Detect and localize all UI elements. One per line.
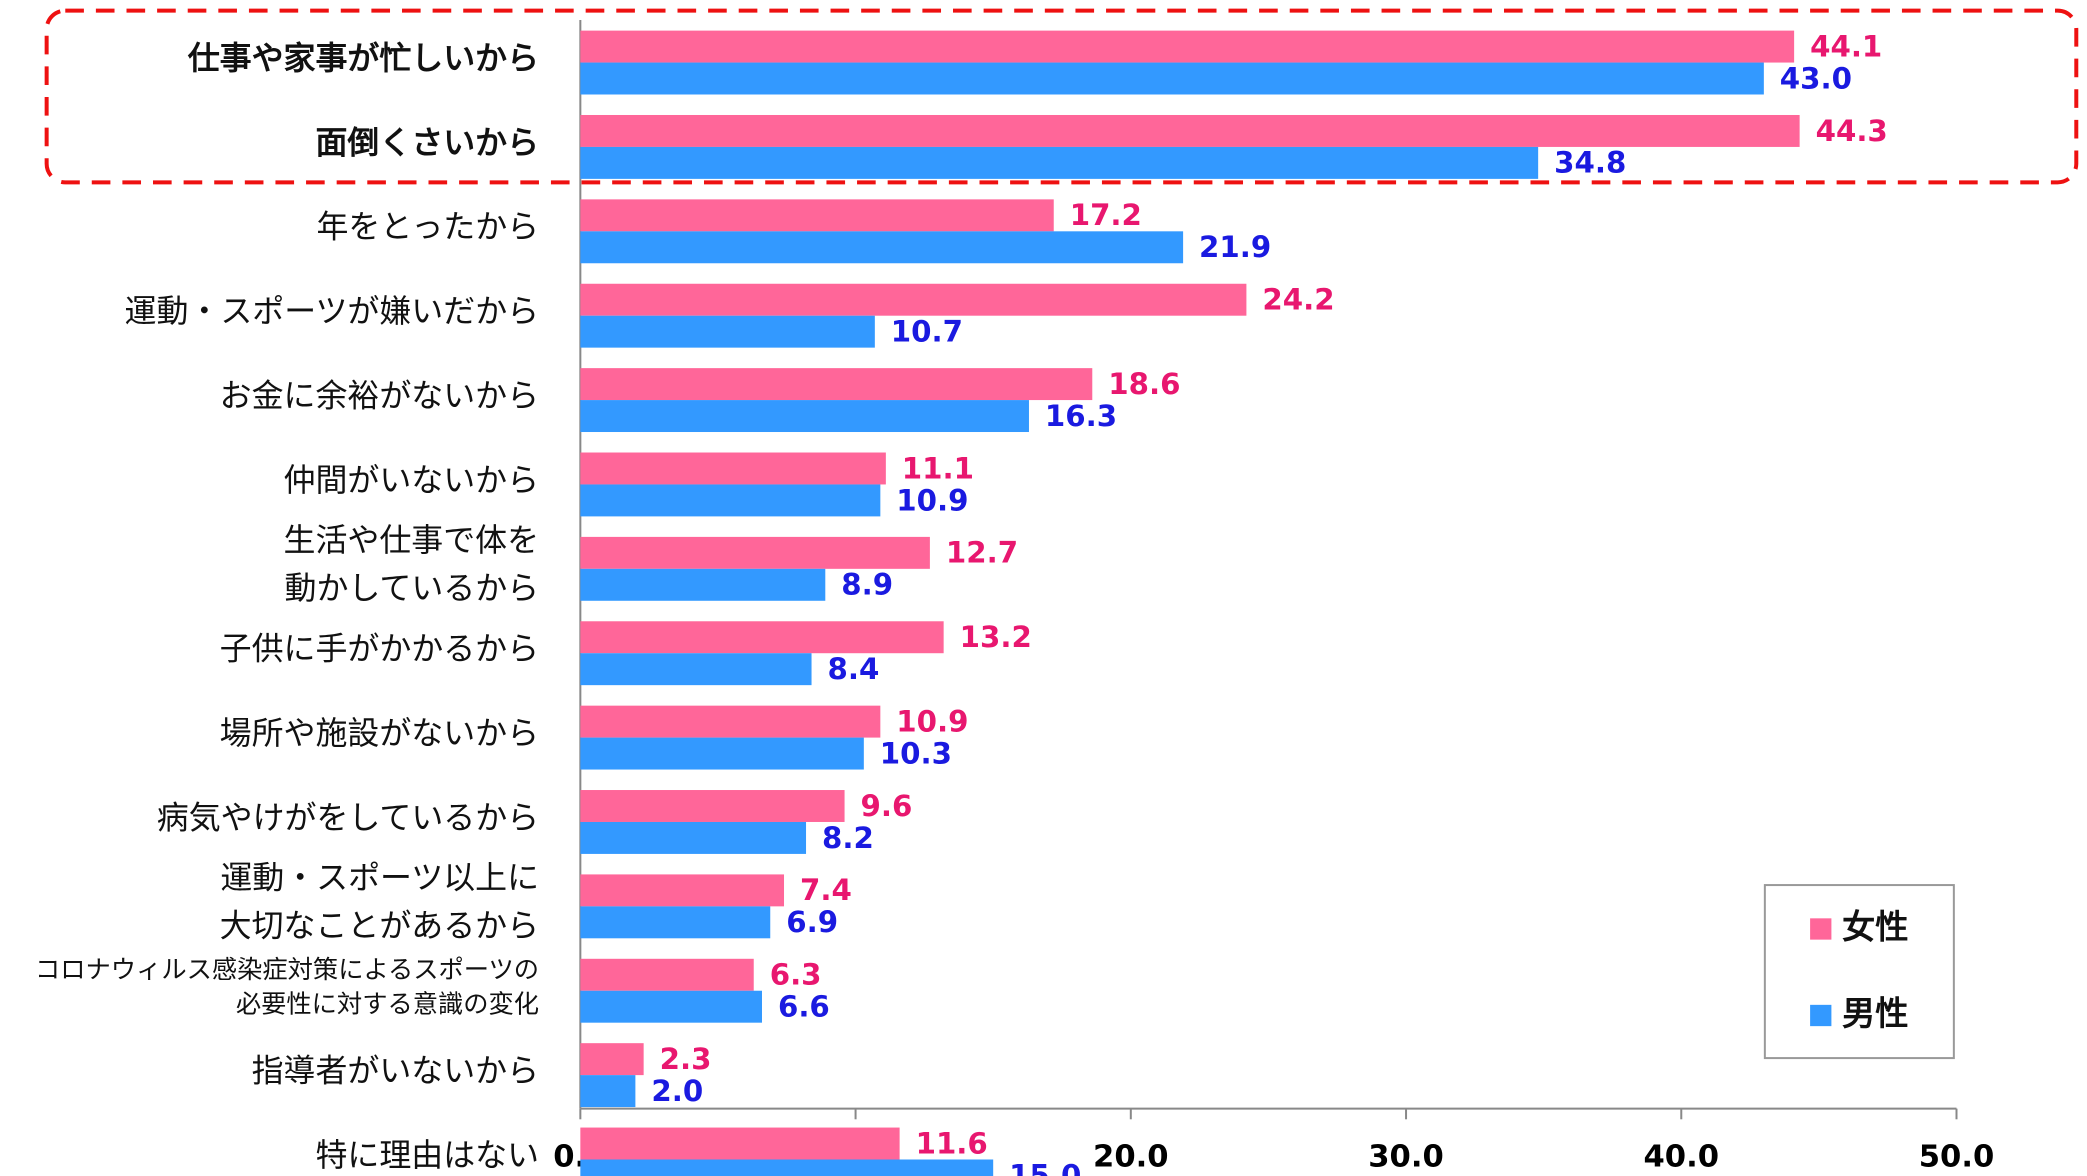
bar [580,958,754,991]
value-label: 7.4 [800,873,852,907]
bar [580,906,771,939]
bar [580,114,1800,147]
value-label: 11.6 [916,1126,988,1160]
bar [580,283,1247,316]
value-label: 15.0 [1009,1158,1081,1176]
value-label: 2.3 [660,1042,712,1076]
value-label: 6.9 [786,905,838,939]
bar [580,737,864,770]
legend-swatch [1810,918,1832,940]
bar [580,146,1539,179]
value-label: 8.9 [841,568,893,602]
category-label: 仲間がいないから [284,461,540,499]
value-label: 43.0 [1780,61,1852,95]
value-label: 9.6 [861,789,913,823]
value-label: 12.7 [946,536,1018,570]
category-label: 生活や仕事で体を [284,521,540,559]
value-label: 6.6 [778,990,830,1024]
value-label: 6.3 [770,958,822,992]
bar [580,199,1054,232]
highlight-box [44,8,2079,185]
bar [580,231,1184,264]
x-tick-label: 20.0 [1093,1139,1169,1174]
value-label: 34.8 [1554,146,1626,180]
bar [580,484,881,517]
x-tick-label: 50.0 [1919,1139,1995,1174]
x-tick-label: 30.0 [1368,1139,1444,1174]
category-label: お金に余裕がないから [220,376,539,414]
value-label: 21.9 [1199,230,1271,264]
value-label: 44.1 [1810,29,1882,63]
value-label: 16.3 [1045,399,1117,433]
category-label: 運動・スポーツ以上に [220,859,539,897]
value-label: 10.7 [891,314,963,348]
category-label: 動かしているから [285,569,540,607]
category-label: 場所や施設がないから [220,714,539,752]
bar [580,568,826,601]
value-label: 17.2 [1070,198,1142,232]
bar [580,790,845,822]
category-label: 子供に手がかかるから [220,630,539,668]
value-label: 10.3 [880,736,952,770]
bar [580,1127,900,1160]
category-label: 必要性に対する意識の変化 [236,989,539,1018]
value-label: 8.2 [822,821,874,855]
bar [580,452,886,485]
bar [580,30,1795,63]
bar [580,1043,644,1076]
x-tick-label: 40.0 [1644,1139,1720,1174]
legend-label: 男性 [1842,994,1909,1033]
bar [580,821,807,854]
value-label: 44.3 [1816,114,1888,148]
category-label: 仕事や家事が忙しいから [188,39,539,77]
value-label: 2.0 [651,1074,703,1108]
legend-label: 女性 [1842,907,1909,946]
category-label: 特に理由はない [316,1136,540,1174]
category-label: 病気やけがをしているから [157,798,539,836]
category-label: 指導者がいないから [252,1051,539,1089]
bar [580,621,944,654]
category-label: 面倒くさいから [316,123,540,161]
bar [580,62,1764,95]
bar [580,653,812,686]
value-label: 10.9 [896,483,968,517]
bar [580,368,1093,401]
category-label: 大切なことがあるから [220,907,539,945]
category-label: コロナウィルス感染症対策によるスポーツの [35,955,539,984]
bar [580,400,1029,433]
value-label: 8.4 [828,652,880,686]
bar [580,874,785,907]
value-label: 10.9 [896,704,968,738]
legend-swatch [1810,1004,1832,1027]
bar [580,705,881,738]
category-label: 年をとったから [316,208,539,246]
legend-box [1763,884,1955,1060]
value-label: 18.6 [1108,367,1180,401]
bar [580,536,930,569]
bar [580,1159,994,1176]
value-label: 11.1 [902,451,974,485]
value-label: 24.2 [1262,283,1334,317]
category-label: 運動・スポーツが嫌いだから [125,292,540,330]
bar [580,315,875,348]
value-label: 13.2 [960,620,1032,654]
bar [580,1075,636,1108]
bar [580,990,762,1023]
